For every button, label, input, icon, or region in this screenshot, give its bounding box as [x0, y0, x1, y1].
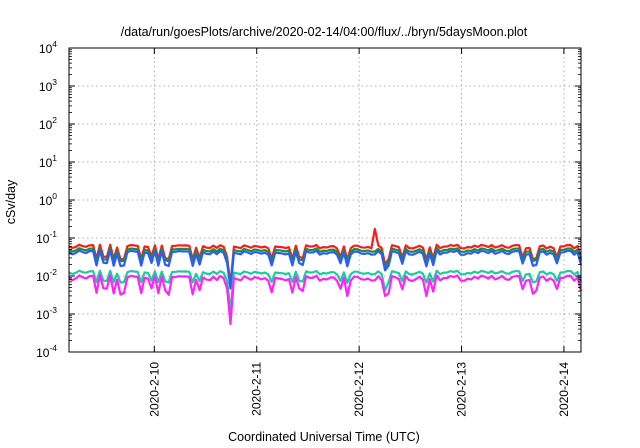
- y-tick-label: 100: [39, 191, 57, 208]
- x-tick-label: 2020-2-10: [147, 362, 161, 417]
- y-tick-label: 103: [39, 77, 57, 94]
- series-line: [68, 274, 583, 326]
- y-tick-label: 10-1: [36, 229, 57, 246]
- axis-ticks: 10-4 10-3 10-2 10-1 100 101 102 103 104 2020-2-10…: [36, 39, 581, 417]
- data-series: [68, 227, 583, 326]
- y-tick-label: 10-4: [36, 343, 57, 360]
- x-tick-label: 2020-2-14: [557, 362, 571, 417]
- grid-lines: [69, 48, 581, 352]
- series-line: [68, 269, 583, 313]
- x-tick-label: 2020-2-12: [352, 362, 366, 417]
- y-tick-label: 104: [39, 39, 57, 56]
- y-tick-label: 10-3: [36, 305, 57, 322]
- x-tick-label: 2020-2-11: [250, 362, 264, 416]
- series-line: [68, 249, 583, 290]
- y-tick-label: 102: [39, 115, 57, 132]
- chart-title: /data/run/goesPlots/archive/2020-02-14/0…: [121, 25, 528, 39]
- x-tick-label: 2020-2-13: [455, 362, 469, 417]
- series-line: [68, 227, 583, 287]
- x-axis-label: Coordinated Universal Time (UTC): [228, 430, 420, 444]
- y-axis-label: cSv/day: [4, 179, 18, 224]
- y-tick-label: 10-2: [36, 267, 57, 284]
- y-tick-label: 101: [39, 153, 57, 170]
